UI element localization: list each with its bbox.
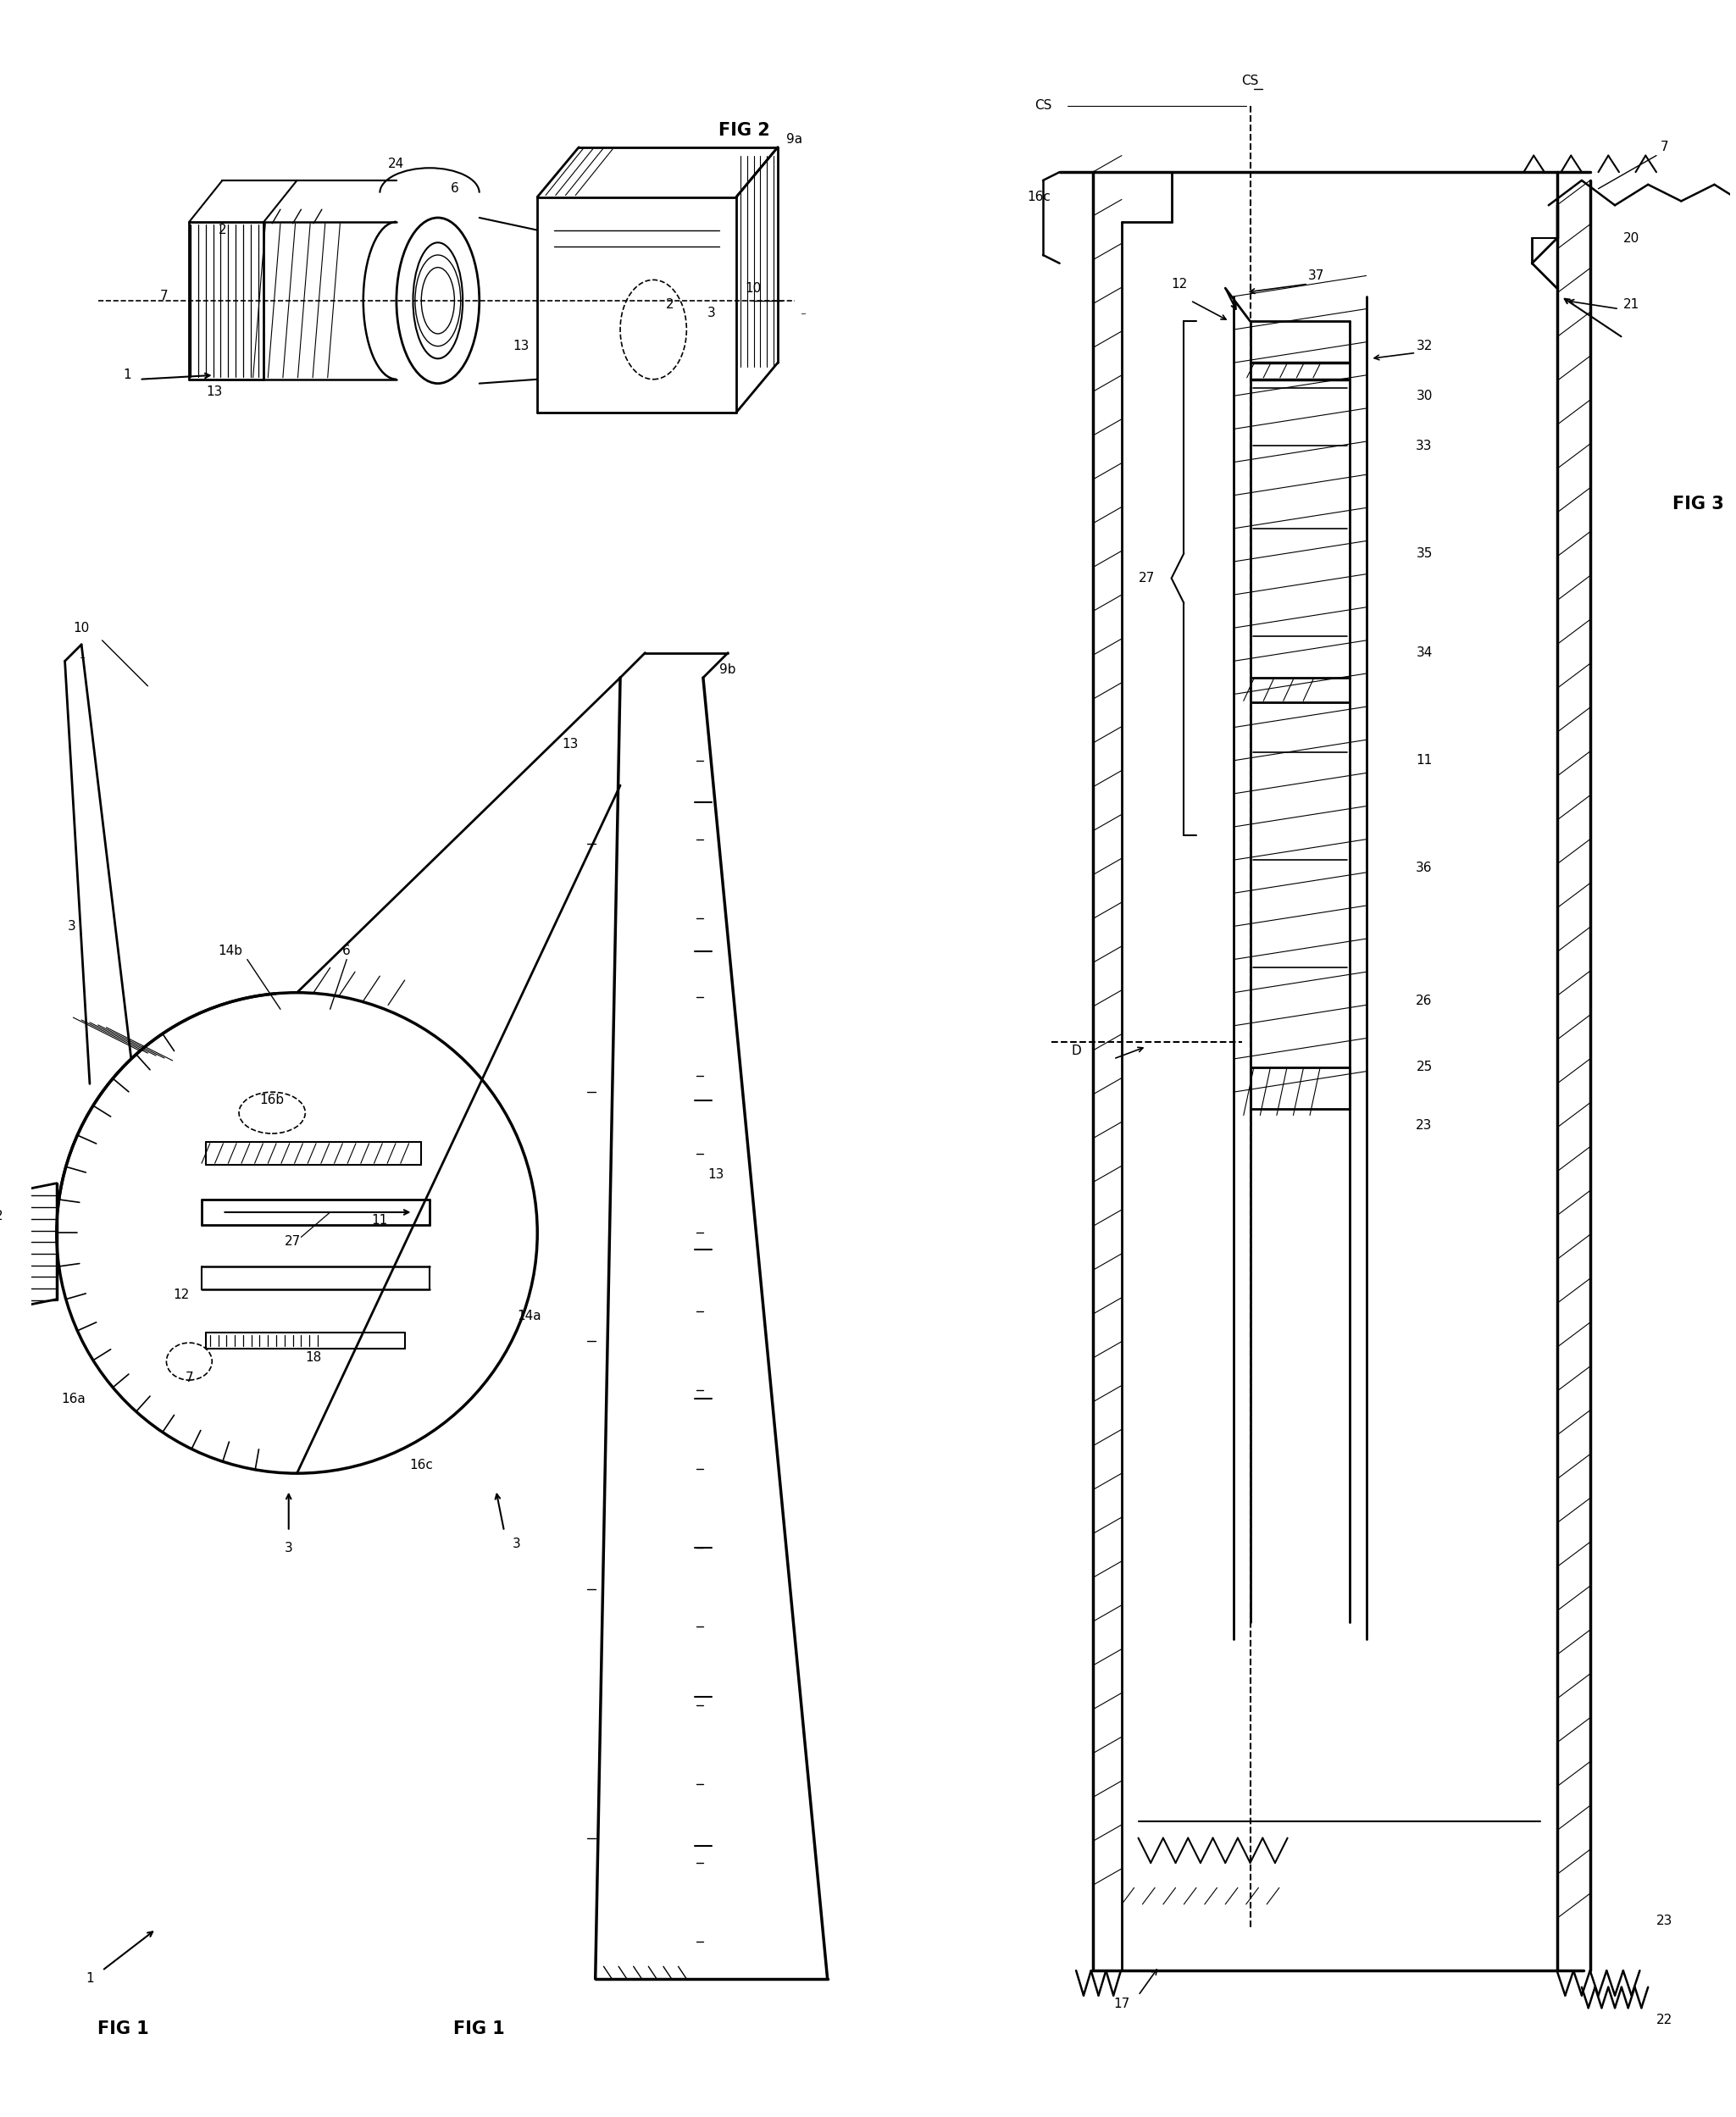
Text: ─: ─: [80, 654, 83, 661]
Text: 13: 13: [512, 341, 529, 354]
Text: FIG 3: FIG 3: [1672, 495, 1724, 512]
Text: 14a: 14a: [517, 1310, 542, 1323]
Text: 26: 26: [1417, 995, 1432, 1008]
Text: 16c: 16c: [1028, 191, 1050, 203]
Text: 13: 13: [207, 385, 222, 398]
Text: D: D: [1071, 1044, 1082, 1056]
Text: 24: 24: [389, 157, 404, 169]
Text: 7: 7: [1661, 142, 1668, 155]
Text: 9b: 9b: [720, 663, 736, 675]
Text: 21: 21: [1623, 298, 1639, 311]
Text: 13: 13: [707, 1169, 724, 1181]
Text: 23: 23: [1417, 1120, 1432, 1133]
Text: 27: 27: [1139, 572, 1154, 584]
Text: 30: 30: [1417, 390, 1432, 402]
Text: 2: 2: [667, 298, 674, 311]
Text: CS: CS: [1035, 99, 1052, 112]
Text: 37: 37: [1309, 269, 1325, 282]
Text: 3: 3: [68, 921, 76, 934]
Text: 7: 7: [186, 1372, 193, 1385]
Text: 1: 1: [123, 368, 132, 381]
Text: 3: 3: [512, 1537, 521, 1550]
Text: 2: 2: [219, 224, 226, 237]
Text: 27: 27: [285, 1234, 300, 1247]
Text: 16c: 16c: [410, 1459, 432, 1471]
Text: 3: 3: [707, 307, 715, 320]
Text: 10: 10: [73, 622, 90, 635]
Text: 1: 1: [85, 1973, 94, 1986]
Text: 12: 12: [174, 1289, 189, 1302]
Text: ─: ─: [800, 309, 806, 318]
Text: 25: 25: [1417, 1061, 1432, 1073]
Text: 6: 6: [342, 944, 351, 957]
Text: 10: 10: [745, 282, 760, 294]
Text: 36: 36: [1417, 862, 1432, 874]
Text: 20: 20: [1623, 233, 1639, 246]
Text: 22: 22: [1656, 2013, 1674, 2026]
Text: 2: 2: [0, 1211, 3, 1224]
Text: 14b: 14b: [219, 944, 243, 957]
Text: FIG 2: FIG 2: [719, 123, 771, 140]
Text: 11: 11: [1417, 754, 1432, 766]
Text: 7: 7: [160, 290, 168, 303]
Text: 12: 12: [1172, 277, 1187, 290]
Text: FIG 1: FIG 1: [97, 2020, 149, 2037]
Text: 17: 17: [1113, 1996, 1130, 2009]
Text: 3: 3: [285, 1541, 293, 1554]
Text: FIG 1: FIG 1: [453, 2020, 505, 2037]
Text: 11: 11: [372, 1215, 389, 1228]
Text: 23: 23: [1656, 1914, 1674, 1926]
Text: 6: 6: [450, 182, 458, 195]
Text: 33: 33: [1417, 438, 1432, 451]
Text: 9a: 9a: [786, 133, 802, 146]
Text: 16a: 16a: [61, 1393, 85, 1406]
Text: 18: 18: [306, 1351, 321, 1363]
Text: 13: 13: [562, 737, 578, 749]
Text: 16b: 16b: [260, 1094, 285, 1107]
Text: 35: 35: [1417, 546, 1432, 559]
Text: 34: 34: [1417, 646, 1432, 658]
Text: 32: 32: [1417, 341, 1432, 354]
Text: CS: CS: [1241, 74, 1259, 87]
